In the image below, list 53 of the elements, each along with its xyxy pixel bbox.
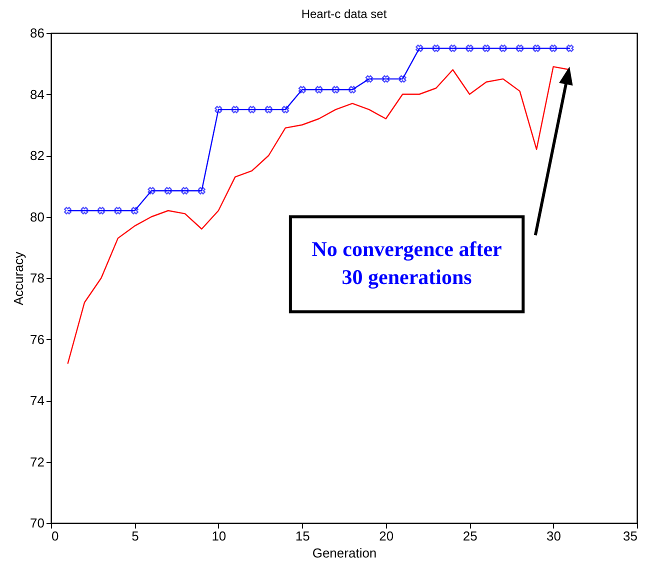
x-tick-label: 20 — [379, 528, 394, 544]
point — [449, 44, 457, 52]
point — [64, 206, 72, 214]
annotation: No convergence after 30 generations — [312, 237, 502, 290]
point — [148, 186, 156, 194]
point — [550, 44, 558, 52]
y-tick-label: 72 — [30, 454, 44, 470]
x-tick-label: 30 — [546, 528, 562, 544]
point — [282, 106, 290, 114]
point — [80, 206, 88, 214]
y-tick-label: 84 — [30, 86, 44, 102]
chart-title: Heart-c data set — [301, 7, 388, 21]
point — [98, 206, 105, 214]
point — [130, 206, 138, 214]
x-tick-label: 10 — [212, 528, 226, 544]
point — [532, 44, 540, 52]
point — [114, 206, 122, 214]
x-tick-label: 35 — [623, 528, 638, 544]
point — [416, 44, 424, 52]
point — [181, 186, 189, 194]
y-tick-label: 74 — [30, 393, 44, 408]
point — [566, 44, 574, 52]
point — [482, 44, 490, 52]
x-tick-label: 25 — [462, 528, 478, 544]
y-tick-label: 80 — [30, 209, 44, 224]
y-tick-label: 82 — [30, 148, 44, 163]
x-tick-label: 5 — [132, 528, 139, 544]
point — [198, 186, 206, 194]
point — [432, 44, 440, 52]
y-tick-label: 86 — [30, 26, 44, 40]
point — [264, 106, 272, 114]
point — [332, 86, 340, 94]
line-series — [67, 66, 571, 364]
point — [315, 86, 323, 94]
point — [348, 86, 356, 94]
point — [516, 44, 524, 52]
y-tick-label: 70 — [30, 516, 44, 530]
point — [214, 106, 222, 114]
y-tick-label: 76 — [30, 332, 44, 347]
x-tick-label: 15 — [295, 528, 310, 544]
y-tick-label: 78 — [30, 270, 44, 286]
x-axis-title: Generation — [312, 546, 377, 560]
point — [248, 106, 256, 114]
point — [231, 106, 239, 114]
y-axis-title: Accuracy — [11, 251, 26, 306]
point — [466, 44, 474, 52]
point — [365, 75, 373, 83]
point — [499, 44, 507, 52]
x-tick-label: 0 — [52, 528, 59, 544]
point — [382, 75, 390, 83]
point — [164, 186, 172, 194]
point — [298, 86, 306, 94]
point — [398, 75, 406, 83]
